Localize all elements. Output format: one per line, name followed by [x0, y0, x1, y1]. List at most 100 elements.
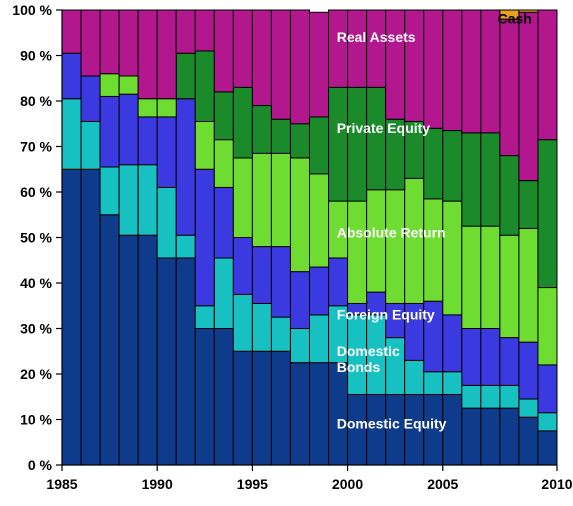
series-label-domestic_equity: Domestic Equity: [337, 416, 447, 432]
x-tick-label: 1995: [237, 476, 268, 492]
bar-segment: [405, 10, 424, 121]
bar-segment: [519, 399, 538, 417]
bar-segment: [176, 235, 195, 258]
bar-segment: [214, 329, 233, 466]
bar-segment: [348, 87, 367, 201]
bar-segment: [500, 338, 519, 386]
bar-segment: [271, 10, 290, 119]
bar-segment: [519, 12, 538, 180]
bar-segment: [214, 187, 233, 258]
bar-segment: [119, 76, 138, 94]
bar-segment: [424, 10, 443, 128]
x-tick-label: 1990: [142, 476, 173, 492]
series-label-domestic_bonds: Domestic: [337, 343, 400, 359]
bar-segment: [233, 238, 252, 295]
y-ticks: 0 %10 %20 %30 %40 %50 %60 %70 %80 %90 %1…: [12, 2, 62, 473]
bar-segment: [252, 351, 271, 465]
bar-segment: [481, 10, 500, 133]
bar-segment: [462, 385, 481, 408]
bar-segment: [386, 10, 405, 119]
bar-segment: [195, 121, 214, 169]
bar-segment: [157, 10, 176, 99]
bar-segment: [405, 178, 424, 303]
bar-segment: [176, 258, 195, 465]
stacked-bar-chart: 0 %10 %20 %30 %40 %50 %60 %70 %80 %90 %1…: [0, 0, 573, 506]
bar-segment: [252, 106, 271, 154]
bar-segment: [538, 10, 557, 140]
series-label-cash: Cash: [498, 11, 532, 27]
bar-segment: [138, 165, 157, 236]
bar-segment: [119, 235, 138, 465]
y-tick-label: 40 %: [20, 275, 52, 291]
bar-segment: [138, 117, 157, 165]
bar-segment: [538, 140, 557, 288]
bar-segment: [348, 10, 367, 87]
bar-segment: [481, 133, 500, 226]
bar-segment: [62, 99, 81, 170]
bar-segment: [538, 431, 557, 465]
bar-segment: [290, 272, 309, 329]
bar-segment: [500, 408, 519, 465]
bar-segment: [157, 258, 176, 465]
x-tick-label: 2005: [427, 476, 458, 492]
series-label-domestic_bonds: Bonds: [337, 359, 381, 375]
bar-segment: [481, 329, 500, 386]
bar-segment: [81, 169, 100, 465]
bar-segment: [214, 258, 233, 329]
bar-segment: [195, 306, 214, 329]
bar-segment: [462, 133, 481, 226]
y-tick-label: 80 %: [20, 93, 52, 109]
x-tick-label: 1985: [46, 476, 77, 492]
x-tick-label: 2010: [541, 476, 572, 492]
y-tick-label: 10 %: [20, 412, 52, 428]
bar-segment: [500, 19, 519, 156]
bar-segment: [329, 87, 348, 201]
bar-segment: [176, 10, 195, 53]
bar-segment: [519, 342, 538, 399]
bar-segment: [100, 96, 119, 167]
bars-group: [62, 10, 557, 465]
bar-segment: [290, 158, 309, 272]
bar-segment: [519, 181, 538, 229]
bar-segment: [138, 235, 157, 465]
bar-segment: [157, 187, 176, 258]
y-tick-label: 0 %: [28, 457, 53, 473]
bar-segment: [195, 10, 214, 51]
series-label-real_assets: Real Assets: [337, 29, 416, 45]
bar-segment: [443, 201, 462, 315]
bar-segment: [290, 124, 309, 158]
bar-segment: [195, 51, 214, 122]
bar-segment: [252, 10, 271, 106]
bar-segment: [462, 408, 481, 465]
bar-segment: [62, 10, 81, 53]
bar-segment: [252, 247, 271, 304]
bar-segment: [310, 315, 329, 363]
bar-segment: [367, 87, 386, 189]
bar-segment: [81, 10, 100, 76]
bar-segment: [214, 140, 233, 188]
bar-segment: [157, 117, 176, 188]
bar-segment: [176, 53, 195, 99]
bar-segment: [271, 351, 290, 465]
bar-segment: [310, 174, 329, 267]
bar-segment: [100, 10, 119, 74]
y-tick-label: 90 %: [20, 48, 52, 64]
bar-segment: [538, 365, 557, 413]
bar-segment: [252, 153, 271, 246]
series-label-foreign_equity: Foreign Equity: [337, 306, 435, 322]
y-tick-label: 60 %: [20, 184, 52, 200]
bar-segment: [443, 372, 462, 395]
bar-segment: [348, 201, 367, 303]
bar-segment: [462, 10, 481, 133]
bar-segment: [62, 53, 81, 99]
y-tick-label: 100 %: [12, 2, 52, 18]
bar-segment: [176, 99, 195, 236]
x-tick-label: 2000: [332, 476, 363, 492]
bar-segment: [481, 226, 500, 328]
bar-segment: [329, 258, 348, 306]
bar-segment: [310, 117, 329, 174]
bar-segment: [367, 10, 386, 87]
bar-segment: [81, 121, 100, 169]
bar-segment: [443, 131, 462, 202]
bar-segment: [100, 74, 119, 97]
